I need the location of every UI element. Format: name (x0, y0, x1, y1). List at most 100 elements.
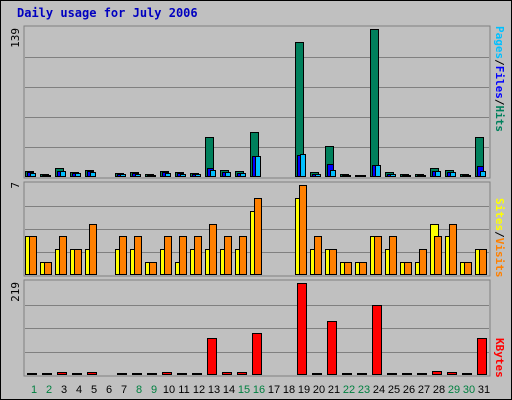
bar-visits-day-14 (224, 236, 232, 275)
x-tick-label-19: 19 (298, 384, 310, 396)
bar-visits-day-19 (299, 185, 307, 275)
legend-sep-3: / (493, 231, 506, 238)
bar-visits-day-8 (134, 236, 142, 275)
bar-pages-day-26 (405, 175, 411, 177)
x-tick-label-14: 14 (223, 384, 235, 396)
bar-kbytes-day-5 (87, 372, 97, 375)
legend-kbytes: KBytes (493, 338, 506, 378)
bar-kbytes-day-4 (72, 373, 82, 375)
bar-visits-day-25 (389, 236, 397, 275)
x-tick-label-2: 2 (46, 384, 52, 396)
bar-visits-day-30 (464, 262, 472, 275)
x-tick-label-27: 27 (418, 384, 430, 396)
bar-kbytes-day-14 (222, 372, 232, 375)
bar-pages-day-27 (420, 175, 426, 177)
x-tick-label-1: 1 (31, 384, 37, 396)
bar-pages-day-21 (330, 170, 336, 177)
bar-visits-day-20 (314, 236, 322, 275)
bar-visits-day-5 (89, 224, 97, 275)
bar-pages-day-22 (345, 175, 351, 177)
bar-kbytes-day-12 (192, 373, 202, 375)
x-tick-label-31: 31 (478, 384, 490, 396)
bar-kbytes-day-19 (297, 283, 307, 375)
bar-visits-day-11 (179, 236, 187, 275)
bar-kbytes-day-3 (57, 372, 67, 375)
legend-pages: Pages (493, 26, 506, 59)
bar-kbytes-day-29 (447, 372, 457, 375)
bar-pages-day-20 (315, 174, 321, 177)
bar-visits-day-22 (344, 262, 352, 275)
bar-visits-day-29 (449, 224, 457, 275)
bar-visits-day-31 (479, 249, 487, 275)
legend-visits: Visits (493, 238, 506, 278)
x-tick-label-15: 15 (238, 384, 250, 396)
bar-pages-day-16 (255, 156, 261, 177)
x-tick-label-30: 30 (463, 384, 475, 396)
bar-pages-day-23 (360, 175, 366, 177)
bar-kbytes-day-10 (162, 372, 172, 375)
legend-middle: Sites/Visits (493, 198, 506, 278)
bar-visits-day-15 (239, 236, 247, 275)
bar-pages-day-24 (375, 165, 381, 177)
x-tick-label-6: 6 (106, 384, 112, 396)
bar-pages-day-2 (45, 175, 51, 177)
middle-panel-ymax-label: 7 (9, 182, 22, 189)
bar-pages-day-5 (90, 172, 96, 177)
bar-kbytes-day-2 (42, 373, 52, 375)
x-tick-label-29: 29 (448, 384, 460, 396)
bar-visits-day-4 (74, 249, 82, 275)
bar-pages-day-29 (450, 172, 456, 177)
legend-sites: Sites (493, 198, 506, 231)
bar-pages-day-12 (195, 174, 201, 177)
bar-kbytes-day-11 (177, 373, 187, 375)
bar-kbytes-day-23 (357, 373, 367, 375)
bar-kbytes-day-27 (417, 373, 427, 375)
bar-kbytes-day-26 (402, 373, 412, 375)
bar-visits-day-27 (419, 249, 427, 275)
x-tick-label-16: 16 (253, 384, 265, 396)
bar-pages-day-9 (150, 175, 156, 177)
bar-visits-day-10 (164, 236, 172, 275)
bar-pages-day-10 (165, 173, 171, 177)
x-tick-label-28: 28 (433, 384, 445, 396)
bar-kbytes-day-30 (462, 373, 472, 375)
bar-visits-day-2 (44, 262, 52, 275)
bar-visits-day-21 (329, 249, 337, 275)
x-tick-label-4: 4 (76, 384, 82, 396)
bar-visits-day-26 (404, 262, 412, 275)
bar-kbytes-day-8 (132, 373, 142, 375)
bar-visits-day-24 (374, 236, 382, 275)
x-tick-label-3: 3 (61, 384, 67, 396)
bar-pages-day-15 (240, 173, 246, 177)
bar-pages-day-3 (60, 171, 66, 177)
bar-pages-day-25 (390, 174, 396, 177)
bar-kbytes-day-13 (207, 338, 217, 375)
x-tick-label-24: 24 (373, 384, 385, 396)
x-tick-label-17: 17 (268, 384, 280, 396)
x-tick-label-25: 25 (388, 384, 400, 396)
bar-visits-day-1 (29, 236, 37, 275)
bar-visits-day-13 (209, 224, 217, 275)
x-tick-label-8: 8 (136, 384, 142, 396)
bar-visits-day-9 (149, 262, 157, 275)
bar-kbytes-day-15 (237, 372, 247, 375)
bar-hits-day-24 (370, 29, 379, 177)
bar-visits-day-28 (434, 236, 442, 275)
legend-hits: Hits (493, 106, 506, 133)
bar-pages-day-8 (135, 174, 141, 177)
bar-pages-day-28 (435, 171, 441, 177)
bar-kbytes-day-9 (147, 373, 157, 375)
bar-kbytes-day-16 (252, 333, 262, 375)
bar-pages-day-13 (210, 170, 216, 177)
bar-visits-day-12 (194, 236, 202, 275)
bar-kbytes-day-22 (342, 373, 352, 375)
bar-pages-day-11 (180, 174, 186, 177)
x-tick-label-12: 12 (193, 384, 205, 396)
chart-title: Daily usage for July 2006 (17, 6, 198, 20)
x-tick-label-7: 7 (121, 384, 127, 396)
x-tick-label-18: 18 (283, 384, 295, 396)
bar-visits-day-3 (59, 236, 67, 275)
bar-visits-day-7 (119, 236, 127, 275)
bar-pages-day-7 (120, 174, 126, 177)
